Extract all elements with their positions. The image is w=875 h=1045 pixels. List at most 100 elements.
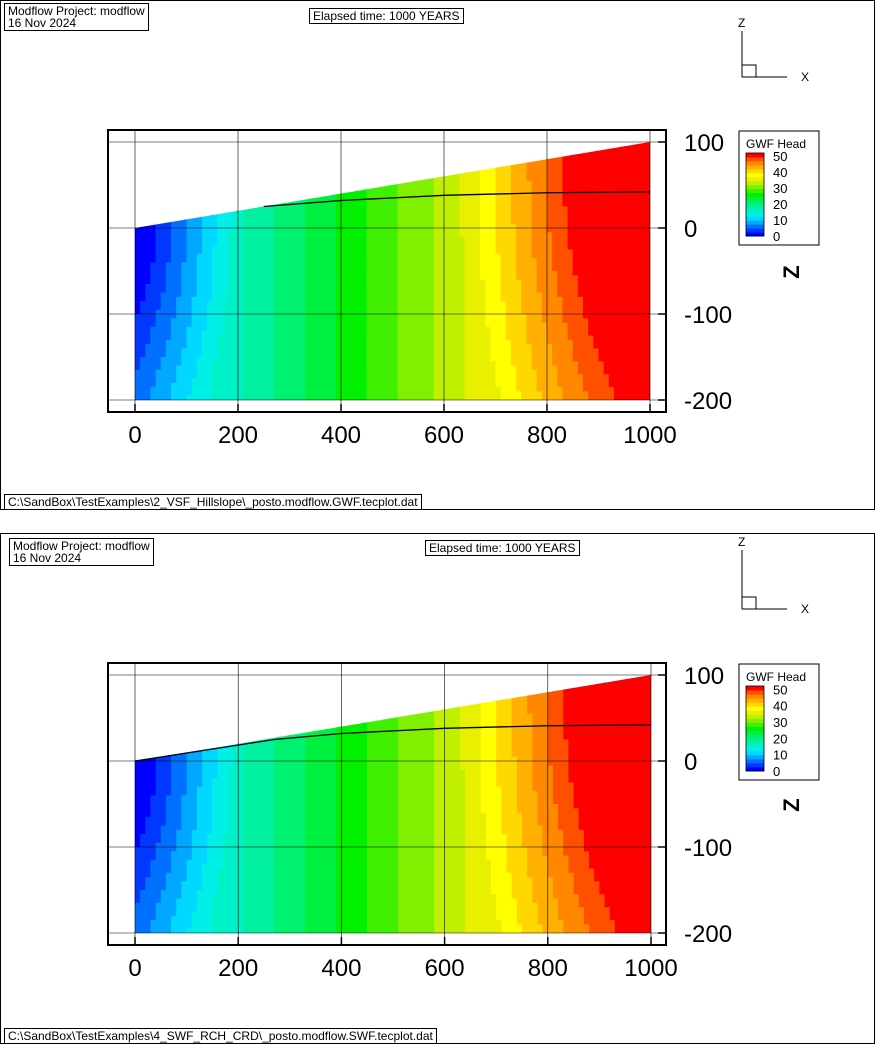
head-cell (402, 301, 409, 306)
head-cell (418, 352, 424, 358)
head-cell (531, 245, 538, 251)
head-cell (341, 245, 347, 251)
head-cell (145, 361, 152, 367)
head-cell (284, 314, 291, 319)
head-cell (459, 322, 466, 328)
head-cell (304, 228, 311, 233)
head-cell (495, 326, 502, 332)
head-cell (335, 344, 342, 349)
head-cell (382, 352, 388, 358)
head-cell (397, 395, 404, 400)
head-cell (135, 292, 141, 298)
head-cell (366, 322, 373, 328)
head-cell (407, 382, 414, 388)
head-cell (536, 167, 543, 173)
head-cell (510, 253, 517, 259)
head-cell (212, 271, 218, 276)
head-cell (284, 167, 291, 173)
head-cell (547, 288, 553, 294)
head-cell (232, 228, 239, 233)
head-cell (505, 150, 512, 156)
head-cell (248, 348, 255, 354)
head-cell (263, 326, 270, 332)
head-cell (397, 202, 404, 208)
head-cell (438, 309, 445, 315)
head-cell (268, 296, 275, 302)
head-cell (238, 193, 244, 199)
head-cell (227, 197, 234, 203)
head-cell (413, 271, 419, 276)
head-cell (366, 189, 373, 195)
head-cell (392, 335, 399, 341)
head-cell (310, 232, 316, 238)
head-cell (547, 318, 553, 324)
head-cell (459, 335, 466, 341)
head-cell (155, 232, 162, 238)
head-cell (449, 142, 455, 147)
head-cell (181, 331, 188, 337)
project-label: Modflow Project: modflow 16 Nov 2024 (4, 3, 149, 31)
head-cell (464, 193, 471, 199)
head-cell (521, 279, 527, 285)
head-cell (402, 228, 409, 233)
head-cell (428, 357, 435, 362)
head-cell (469, 185, 476, 190)
head-cell (361, 159, 368, 165)
head-cell (526, 348, 533, 354)
head-cell (330, 292, 337, 298)
head-cell (258, 391, 265, 397)
head-cell (279, 335, 285, 341)
head-cell (531, 387, 538, 392)
head-cell (366, 309, 373, 315)
head-cell (279, 348, 285, 354)
head-cell (191, 309, 198, 315)
head-cell (423, 395, 430, 400)
head-cell (500, 378, 507, 384)
head-cell (268, 275, 275, 281)
head-cell (557, 374, 564, 380)
head-cell (284, 193, 291, 199)
head-cell (268, 176, 275, 182)
head-cell (444, 339, 450, 345)
head-cell (557, 361, 564, 367)
head-cell (196, 189, 203, 195)
head-cell (500, 197, 507, 203)
head-cell (243, 374, 249, 380)
head-cell (294, 318, 301, 324)
head-cell (304, 245, 311, 251)
head-cell (366, 292, 373, 298)
head-cell (279, 249, 285, 255)
head-cell (207, 335, 213, 341)
head-cell (464, 215, 471, 220)
head-cell (397, 331, 404, 337)
head-cell (325, 382, 332, 388)
head-cell (516, 253, 522, 259)
head-cell (418, 258, 424, 263)
head-cell (382, 339, 388, 345)
head-cell (294, 223, 301, 229)
head-cell (227, 318, 234, 324)
head-cell (155, 189, 162, 195)
head-cell (191, 154, 198, 160)
head-cell (186, 240, 193, 246)
head-cell (371, 331, 378, 337)
head-cell (268, 185, 275, 190)
head-cell (495, 369, 502, 375)
head-cell (361, 150, 368, 156)
head-cell (299, 387, 306, 392)
head-cell (279, 296, 285, 302)
head-cell (263, 348, 270, 354)
head-cell (371, 387, 378, 392)
head-cell (552, 283, 558, 289)
head-cell (500, 258, 507, 263)
head-cell (325, 318, 332, 324)
head-cell (253, 305, 260, 311)
head-cell (490, 262, 497, 268)
head-cell (423, 296, 430, 302)
head-cell (140, 275, 146, 281)
head-cell (196, 322, 203, 328)
head-cell (444, 154, 450, 160)
head-cell (315, 296, 321, 302)
head-cell (557, 279, 564, 285)
head-cell (150, 331, 157, 337)
